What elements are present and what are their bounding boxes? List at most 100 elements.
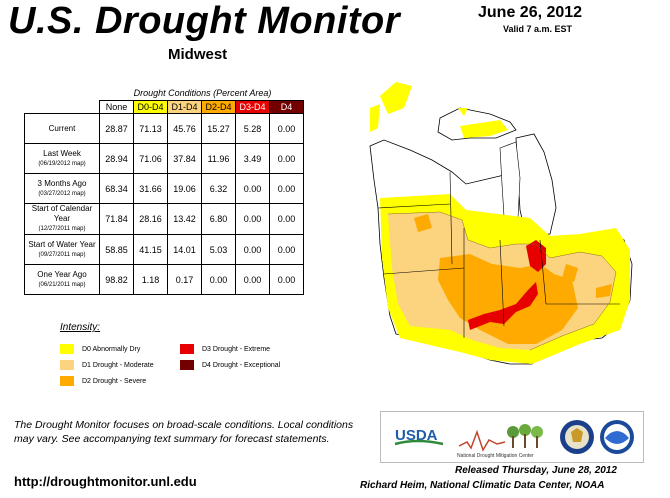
drought-area-d2 <box>562 264 578 282</box>
legend-swatch <box>60 360 74 370</box>
row-label-date: (03/27/2012 map) <box>38 190 86 197</box>
table-cell: 6.32 <box>201 173 236 204</box>
row-label-main: 3 Months Ago <box>37 178 87 188</box>
table-cell: 14.01 <box>167 234 202 265</box>
legend-title: Intensity: <box>60 322 101 333</box>
table-cell: 71.13 <box>133 113 168 144</box>
row-label: One Year Ago (06/21/2011 map) <box>24 264 100 295</box>
drought-area-d2 <box>596 284 612 298</box>
legend-item-d4: D4 Drought - Exceptional <box>180 360 280 370</box>
release-date: Released Thursday, June 28, 2012 <box>455 465 617 476</box>
table-cell: 6.80 <box>201 203 236 235</box>
legend-item-d3: D3 Drought - Extreme <box>180 344 270 354</box>
drought-area-d3 <box>468 282 538 330</box>
column-header: D2-D4 <box>201 100 236 114</box>
table-cell: 0.00 <box>235 234 270 265</box>
drought-conditions-table: None D0-D4 D1-D4 D2-D4 D3-D4 D4 Current 2… <box>24 100 304 295</box>
table-cell: 68.34 <box>99 173 134 204</box>
drought-area-d2 <box>414 214 432 232</box>
table-cell: 41.15 <box>133 234 168 265</box>
drought-area-d0 <box>460 120 508 138</box>
midwest-drought-map <box>369 82 633 365</box>
row-label-main: Start of Water Year <box>28 239 96 249</box>
table-row: One Year Ago (06/21/2011 map) 98.82 1.18 0.1… <box>24 264 304 295</box>
row-label-main: Start of Calendar Year <box>31 204 93 223</box>
map-date: June 26, 2012 <box>478 4 583 21</box>
state-boundary <box>449 171 453 265</box>
table-row: Start of Water Year (09/27/2011 map) 58.85… <box>24 234 304 265</box>
column-header: D1-D4 <box>167 100 202 114</box>
table-cell: 5.28 <box>235 113 270 144</box>
legend-swatch <box>60 376 74 386</box>
region-subtitle: Midwest <box>168 46 228 63</box>
table-cell: 3.49 <box>235 143 270 174</box>
state-boundary <box>377 203 451 209</box>
state-boundary <box>539 239 547 305</box>
table-cell: 71.84 <box>99 203 134 235</box>
partner-logos: USDA National Drought Mitigation Center <box>380 411 644 463</box>
column-header: D4 <box>269 100 304 114</box>
table-caption: Drought Conditions (Percent Area) <box>133 88 272 98</box>
state-boundary <box>383 267 465 275</box>
table-cell: 5.03 <box>201 234 236 265</box>
column-header: D0-D4 <box>133 100 168 114</box>
table-cell: 71.06 <box>133 143 168 174</box>
table-row: Current 28.87 71.13 45.76 15.27 5.28 0.00 <box>24 113 304 144</box>
table-cell: 19.06 <box>167 173 202 204</box>
drought-area-d0 <box>370 104 380 132</box>
row-label-main: One Year Ago <box>37 269 87 279</box>
table-cell: 1.18 <box>133 264 168 295</box>
legend-item-d1: D1 Drought - Moderate <box>60 360 154 370</box>
state-boundary <box>499 239 505 327</box>
table-cell: 15.27 <box>201 113 236 144</box>
row-label-date: (06/19/2012 map) <box>38 160 86 167</box>
legend-label: D3 Drought - Extreme <box>202 345 271 353</box>
column-header: D3-D4 <box>235 100 270 114</box>
table-cell: 0.00 <box>269 173 304 204</box>
table-cell: 28.94 <box>99 143 134 174</box>
usda-logo-text: USDA <box>395 427 438 444</box>
table-cell: 0.00 <box>235 203 270 235</box>
source-url[interactable]: http://droughtmonitor.unl.edu <box>14 474 197 489</box>
row-label: Start of Water Year (09/27/2011 map) <box>24 234 100 265</box>
row-label: 3 Months Ago (03/27/2012 map) <box>24 173 100 204</box>
table-cell: 98.82 <box>99 264 134 295</box>
table-cell: 0.00 <box>235 173 270 204</box>
table-cell: 0.00 <box>269 203 304 235</box>
table-corner <box>25 101 100 114</box>
row-label-date: (09/27/2011 map) <box>38 251 86 258</box>
disclaimer-note: The Drought Monitor focuses on broad-sca… <box>14 419 354 445</box>
drought-area-d0 <box>380 82 412 114</box>
row-label-date: (06/21/2011 map) <box>38 281 86 288</box>
row-label: Start of Calendar Year (12/27/2011 map) <box>24 203 100 235</box>
noaa-seal-icon <box>600 420 634 454</box>
table-cell: 0.00 <box>201 264 236 295</box>
ndmc-logo-text: National Drought Mitigation Center <box>457 453 534 459</box>
table-cell: 0.00 <box>235 264 270 295</box>
legend-swatch <box>60 344 74 354</box>
table-cell: 11.96 <box>201 143 236 174</box>
row-label: Last Week (06/19/2012 map) <box>24 143 100 174</box>
drought-contour <box>387 211 617 351</box>
ndmc-logo: National Drought Mitigation Center <box>457 424 543 459</box>
table-row: Start of Calendar Year (12/27/2011 map) 71… <box>24 203 304 235</box>
table-cell: 28.16 <box>133 203 168 235</box>
legend-swatch <box>180 360 194 370</box>
drought-area-d0 <box>458 108 468 116</box>
table-cell: 31.66 <box>133 173 168 204</box>
valid-time: Valid 7 a.m. EST <box>503 24 573 34</box>
row-label-main: Current <box>48 123 76 133</box>
legend-label: D4 Drought - Exceptional <box>202 361 281 369</box>
row-label-main: Last Week <box>43 148 81 158</box>
legend-swatch <box>180 344 194 354</box>
usda-logo: USDA <box>393 422 444 446</box>
table-cell: 28.87 <box>99 113 134 144</box>
legend-item-d2: D2 Drought - Severe <box>60 376 146 386</box>
table-cell: 45.76 <box>167 113 202 144</box>
table-cell: 0.17 <box>167 264 202 295</box>
author-credit: Richard Heim, National Climatic Data Cen… <box>360 480 605 491</box>
commerce-seal-icon <box>560 420 594 454</box>
table-row: 3 Months Ago (03/27/2012 map) 68.34 31.66 19… <box>24 173 304 204</box>
row-label: Current <box>24 113 100 144</box>
table-cell: 0.00 <box>269 143 304 174</box>
